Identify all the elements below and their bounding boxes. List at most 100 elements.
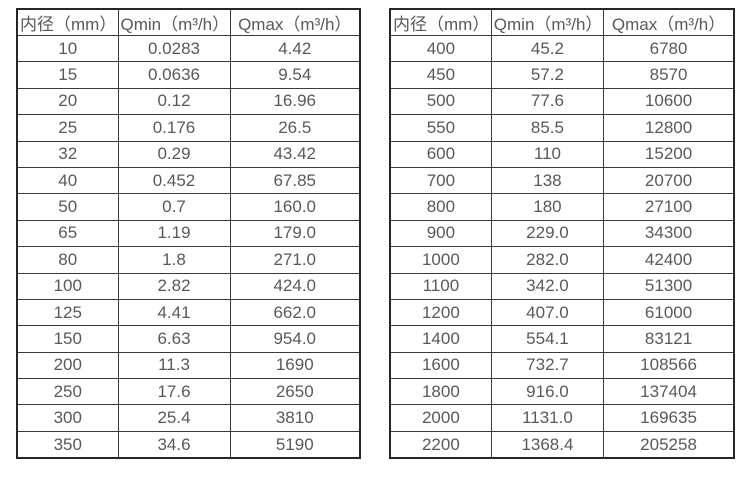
table-cell: 138 — [490, 166, 605, 195]
table-cell: 0.0283 — [117, 34, 231, 63]
table-cell: 10600 — [603, 87, 735, 116]
flow-range-table-small-diameters: 内径（mm） Qmin（m³/h） Qmax（m³/h） 10 0.0283 4.4… — [16, 8, 361, 460]
table-cell: 9.54 — [229, 61, 361, 89]
header-inner-diameter: 内径（mm） — [16, 8, 119, 36]
table-cell: 282.0 — [490, 246, 605, 274]
table-cell: 80 — [16, 246, 119, 274]
table-cell: 61000 — [603, 298, 735, 327]
table-cell: 1368.4 — [490, 430, 605, 459]
table-cell: 85.5 — [490, 114, 605, 142]
table-cell: 662.0 — [229, 298, 361, 327]
table-cell: 200 — [16, 351, 119, 380]
table-cell: 0.452 — [117, 166, 231, 195]
table-cell: 600 — [389, 140, 492, 168]
table-cell: 150 — [16, 325, 119, 353]
table-cell: 0.176 — [117, 114, 231, 142]
table-row: 550 85.5 12800 — [389, 114, 735, 142]
table-cell: 1100 — [389, 272, 492, 300]
table-row: 1400 554.1 83121 — [389, 325, 735, 353]
table-cell: 407.0 — [490, 298, 605, 327]
table-cell: 169635 — [603, 404, 735, 432]
table-cell: 300 — [16, 404, 119, 432]
table-cell: 5190 — [229, 430, 361, 459]
table-cell: 550 — [389, 114, 492, 142]
table-row: 100 2.82 424.0 — [16, 272, 361, 300]
table-cell: 2200 — [389, 430, 492, 459]
table-cell: 1.19 — [117, 219, 231, 248]
table-row: 800 180 27100 — [389, 193, 735, 221]
table-row: 10 0.0283 4.42 — [16, 34, 361, 63]
table-row: 125 4.41 662.0 — [16, 298, 361, 327]
table-row: 25 0.176 26.5 — [16, 114, 361, 142]
table-cell: 500 — [389, 87, 492, 116]
table-row: 200 11.3 1690 — [16, 351, 361, 380]
table-row: 80 1.8 271.0 — [16, 246, 361, 274]
table-cell: 26.5 — [229, 114, 361, 142]
table-cell: 15200 — [603, 140, 735, 168]
table-row: 900 229.0 34300 — [389, 219, 735, 248]
table-row: 20 0.12 16.96 — [16, 87, 361, 116]
table-cell: 17.6 — [117, 378, 231, 406]
table-cell: 77.6 — [490, 87, 605, 116]
table-cell: 954.0 — [229, 325, 361, 353]
table-row: 2000 1131.0 169635 — [389, 404, 735, 432]
table-row: 450 57.2 8570 — [389, 61, 735, 89]
table-cell: 1000 — [389, 246, 492, 274]
table-cell: 160.0 — [229, 193, 361, 221]
table-row: 150 6.63 954.0 — [16, 325, 361, 353]
table-cell: 15 — [16, 61, 119, 89]
table-cell: 6780 — [603, 34, 735, 63]
table-cell: 50 — [16, 193, 119, 221]
table-cell: 100 — [16, 272, 119, 300]
table-cell: 20 — [16, 87, 119, 116]
table-row: 600 110 15200 — [389, 140, 735, 168]
table-cell: 1.8 — [117, 246, 231, 274]
table-body: 400 45.2 6780 450 57.2 8570 500 77.6 10600 550 85.… — [389, 34, 735, 459]
table-cell: 67.85 — [229, 166, 361, 195]
table-cell: 10 — [16, 34, 119, 63]
table-cell: 1800 — [389, 378, 492, 406]
table-cell: 0.7 — [117, 193, 231, 221]
header-qmin: Qmin（m³/h） — [117, 8, 231, 36]
table-cell: 1400 — [389, 325, 492, 353]
table-cell: 271.0 — [229, 246, 361, 274]
table-row: 65 1.19 179.0 — [16, 219, 361, 248]
table-cell: 554.1 — [490, 325, 605, 353]
table-row: 1600 732.7 108566 — [389, 351, 735, 380]
table-cell: 450 — [389, 61, 492, 89]
table-body: 10 0.0283 4.42 15 0.0636 9.54 20 0.12 16.96 25 0.1… — [16, 34, 361, 459]
table-cell: 12800 — [603, 114, 735, 142]
table-cell: 40 — [16, 166, 119, 195]
table-cell: 32 — [16, 140, 119, 168]
table-cell: 1131.0 — [490, 404, 605, 432]
table-cell: 205258 — [603, 430, 735, 459]
table-cell: 350 — [16, 430, 119, 459]
table-cell: 83121 — [603, 325, 735, 353]
table-cell: 424.0 — [229, 272, 361, 300]
table-row: 1200 407.0 61000 — [389, 298, 735, 327]
table-cell: 27100 — [603, 193, 735, 221]
table-row: 1000 282.0 42400 — [389, 246, 735, 274]
table-cell: 65 — [16, 219, 119, 248]
table-cell: 137404 — [603, 378, 735, 406]
table-cell: 1690 — [229, 351, 361, 380]
table-cell: 51300 — [603, 272, 735, 300]
table-cell: 25 — [16, 114, 119, 142]
table-cell: 20700 — [603, 166, 735, 195]
table-cell: 2650 — [229, 378, 361, 406]
table-cell: 229.0 — [490, 219, 605, 248]
table-cell: 4.41 — [117, 298, 231, 327]
table-cell: 4.42 — [229, 34, 361, 63]
table-cell: 2000 — [389, 404, 492, 432]
table-cell: 0.12 — [117, 87, 231, 116]
table-cell: 43.42 — [229, 140, 361, 168]
table-cell: 2.82 — [117, 272, 231, 300]
header-qmax: Qmax（m³/h） — [229, 8, 361, 36]
table-header-row: 内径（mm） Qmin（m³/h） Qmax（m³/h） — [389, 8, 735, 36]
table-cell: 34.6 — [117, 430, 231, 459]
table-row: 50 0.7 160.0 — [16, 193, 361, 221]
table-cell: 110 — [490, 140, 605, 168]
table-cell: 1200 — [389, 298, 492, 327]
table-cell: 45.2 — [490, 34, 605, 63]
